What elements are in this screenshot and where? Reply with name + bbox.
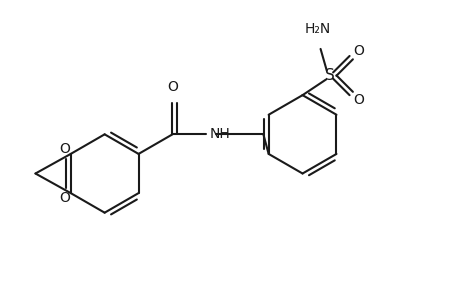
Text: S: S <box>325 68 334 83</box>
Text: H₂N: H₂N <box>304 22 330 36</box>
Text: O: O <box>59 142 70 156</box>
Text: NH: NH <box>209 127 230 141</box>
Text: O: O <box>353 44 364 58</box>
Text: O: O <box>59 191 70 205</box>
Text: O: O <box>353 93 364 107</box>
Text: O: O <box>167 80 178 94</box>
